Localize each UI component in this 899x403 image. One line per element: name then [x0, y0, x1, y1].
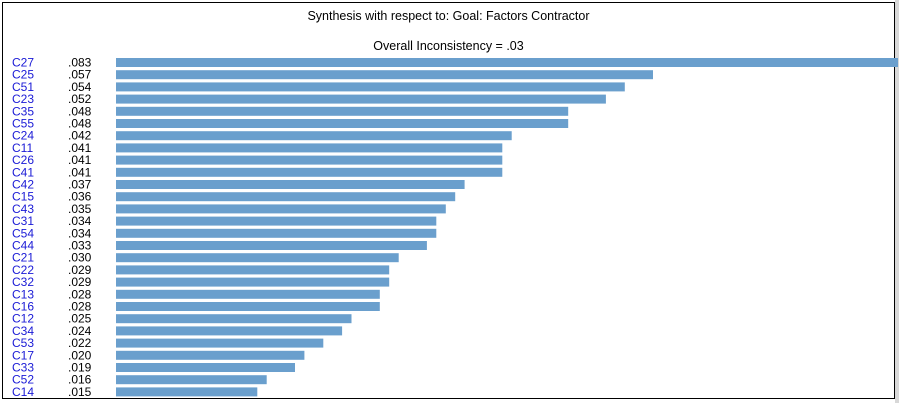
category-label-c24: C24: [12, 129, 34, 143]
value-label-c43: .035: [68, 202, 92, 216]
category-label-c54: C54: [12, 226, 34, 240]
bar-c16: [116, 302, 380, 311]
category-label-c17: C17: [12, 348, 34, 362]
chart-title: Synthesis with respect to: Goal: Factors…: [307, 9, 590, 23]
category-label-c52: C52: [12, 373, 34, 387]
category-label-c43: C43: [12, 202, 34, 216]
bar-c41: [116, 167, 503, 177]
bar-c54: [116, 228, 437, 238]
value-label-c55: .048: [68, 117, 92, 131]
bar-c11: [116, 143, 503, 153]
bar-c31: [116, 216, 437, 226]
value-label-c12: .025: [68, 312, 92, 326]
category-label-c15: C15: [12, 190, 34, 204]
value-label-c22: .029: [68, 263, 92, 277]
category-label-c31: C31: [12, 214, 34, 228]
value-label-c53: .022: [68, 336, 92, 350]
inconsistency-label: Overall Inconsistency = .03: [373, 39, 524, 53]
category-label-c55: C55: [12, 117, 34, 131]
bar-c17: [116, 350, 305, 360]
value-label-c51: .054: [68, 80, 92, 94]
category-label-c25: C25: [12, 68, 34, 82]
category-label-c42: C42: [12, 178, 34, 192]
value-label-c35: .048: [68, 104, 92, 118]
bar-c21: [116, 253, 399, 263]
value-label-c52: .016: [68, 373, 92, 387]
value-label-c27: .083: [68, 56, 92, 70]
bar-c42: [116, 180, 465, 189]
value-label-c21: .030: [68, 251, 92, 265]
bar-c12: [116, 314, 352, 324]
value-label-c34: .024: [68, 324, 92, 338]
value-label-c44: .033: [68, 239, 92, 253]
category-label-c13: C13: [12, 287, 34, 301]
bar-c51: [116, 82, 625, 92]
bar-c44: [116, 241, 427, 250]
bar-c25: [116, 70, 653, 80]
value-label-c13: .028: [68, 287, 92, 301]
value-label-c26: .041: [68, 153, 92, 167]
synthesis-panel: Synthesis with respect to: Goal: Factors…: [2, 2, 895, 399]
bar-c13: [116, 289, 380, 299]
value-label-c32: .029: [68, 275, 92, 289]
category-label-c53: C53: [12, 336, 34, 350]
window-edge: [895, 0, 899, 403]
category-label-c32: C32: [12, 275, 34, 289]
category-label-c34: C34: [12, 324, 34, 338]
category-label-c26: C26: [12, 153, 34, 167]
value-labels: .083.057.054.052.048.048.042.041.041.041…: [68, 56, 92, 399]
bar-c52: [116, 375, 267, 385]
category-label-c35: C35: [12, 104, 34, 118]
value-label-c31: .034: [68, 214, 92, 228]
bar-c34: [116, 326, 343, 336]
category-label-c23: C23: [12, 92, 34, 106]
value-label-c17: .020: [68, 348, 92, 362]
bar-c35: [116, 106, 569, 116]
category-label-c11: C11: [12, 141, 33, 155]
category-label-c41: C41: [12, 165, 34, 179]
value-label-c23: .052: [68, 92, 92, 106]
value-label-c33: .019: [68, 361, 92, 375]
bar-c53: [116, 338, 324, 348]
category-label-c21: C21: [12, 251, 34, 265]
category-label-c44: C44: [12, 239, 34, 253]
value-label-c11: .041: [68, 141, 92, 155]
value-label-c14: .015: [68, 385, 92, 399]
bar-c55: [116, 119, 569, 128]
value-label-c41: .041: [68, 165, 92, 179]
bar-c33: [116, 363, 295, 372]
bar-c27: [116, 58, 898, 67]
category-label-c14: C14: [12, 385, 34, 399]
bar-c23: [116, 94, 606, 104]
bar-c43: [116, 204, 446, 214]
bar-c32: [116, 277, 390, 287]
category-label-c33: C33: [12, 361, 34, 375]
bar-c26: [116, 155, 503, 165]
value-label-c25: .057: [68, 68, 92, 82]
category-label-c16: C16: [12, 300, 34, 314]
category-label-c12: C12: [12, 312, 34, 326]
value-label-c15: .036: [68, 190, 92, 204]
bars-group: [116, 58, 898, 397]
category-label-c27: C27: [12, 56, 34, 70]
bar-c24: [116, 131, 512, 141]
category-label-c22: C22: [12, 263, 34, 277]
value-label-c54: .034: [68, 226, 92, 240]
bar-c15: [116, 192, 456, 202]
value-label-c42: .037: [68, 178, 92, 192]
bar-c22: [116, 265, 390, 275]
bar-c14: [116, 387, 258, 397]
value-label-c16: .028: [68, 300, 92, 314]
value-label-c24: .042: [68, 129, 92, 143]
category-labels: C27C25C51C23C35C55C24C11C26C41C42C15C43C…: [12, 56, 34, 399]
category-label-c51: C51: [12, 80, 34, 94]
